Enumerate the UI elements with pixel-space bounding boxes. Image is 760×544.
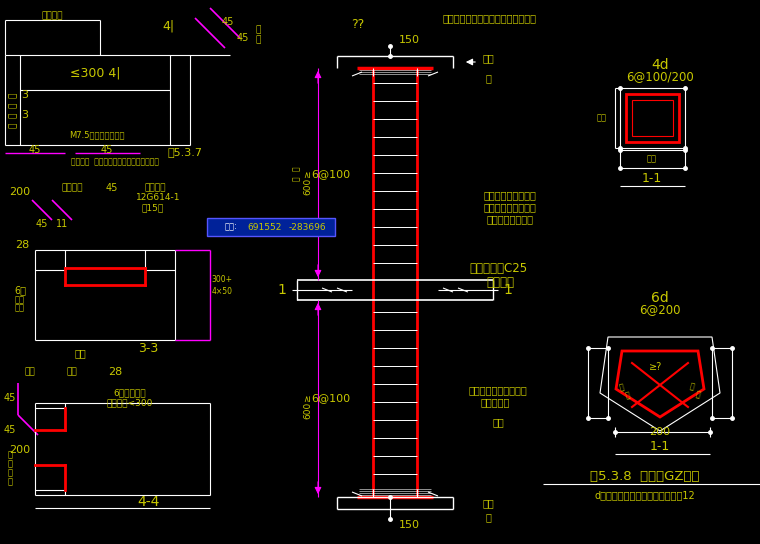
Text: 线: 线 [8, 450, 12, 460]
Text: 槽深: 槽深 [24, 368, 36, 376]
Text: 4|: 4| [162, 20, 174, 33]
Text: ≥?: ≥? [649, 362, 663, 372]
Text: 度: 度 [8, 478, 12, 486]
Bar [620, 150, 685, 168]
Text: 4×50: 4×50 [211, 287, 233, 296]
Text: 600: 600 [303, 177, 312, 195]
Text: 梁面: 梁面 [482, 498, 494, 508]
Text: 马牙槎见: 马牙槎见 [144, 183, 166, 193]
Text: 一根: 一根 [15, 304, 25, 312]
Text: 附15页: 附15页 [142, 203, 164, 213]
Text: 691552: 691552 [248, 222, 282, 232]
Text: 墙厚: 墙厚 [647, 154, 657, 164]
Text: 流: 流 [689, 382, 695, 392]
Text: -283696: -283696 [288, 222, 326, 232]
Text: 28: 28 [15, 240, 29, 250]
Text: 孔眼用岩棉板填实: 孔眼用岩棉板填实 [486, 214, 534, 224]
Text: 梁: 梁 [485, 512, 491, 522]
Text: ??: ?? [351, 18, 365, 32]
Text: 6@100: 6@100 [312, 169, 350, 179]
Text: 图5.3.7: 图5.3.7 [167, 147, 202, 157]
Text: 插: 插 [292, 166, 300, 171]
Text: 6@100/200: 6@100/200 [626, 71, 694, 83]
Text: 1: 1 [277, 283, 287, 297]
Text: 600: 600 [303, 401, 312, 419]
Text: d详有关结构详图，未注明时均为12: d详有关结构详图，未注明时均为12 [594, 490, 695, 500]
Text: 200: 200 [650, 427, 670, 437]
Text: 筋: 筋 [695, 390, 701, 400]
Bar [207, 218, 335, 236]
Text: 砖墙: 砖墙 [15, 295, 25, 305]
Text: 梁面: 梁面 [492, 417, 504, 427]
Text: 造柱时，留设孔眼，: 造柱时，留设孔眼， [483, 202, 537, 212]
Text: 向: 向 [8, 102, 17, 108]
Text: 槽: 槽 [8, 460, 12, 468]
Text: 梁面: 梁面 [482, 53, 494, 63]
Text: 当为非承重墙体的构: 当为非承重墙体的构 [483, 190, 537, 200]
Text: ≥: ≥ [303, 394, 312, 402]
Text: 构造柱纵筋: 构造柱纵筋 [480, 397, 510, 407]
Text: 6@100: 6@100 [312, 393, 350, 403]
Text: 1: 1 [504, 283, 512, 297]
Text: 筋: 筋 [255, 35, 261, 45]
Text: 4-4: 4-4 [137, 495, 159, 509]
Text: 45: 45 [222, 17, 234, 27]
Text: 45: 45 [29, 145, 41, 155]
Text: 6每砖墙一根: 6每砖墙一根 [114, 388, 147, 398]
Bar [620, 88, 685, 148]
Text: 45: 45 [4, 425, 16, 435]
Text: M7.5水泥砂浆坐底宽: M7.5水泥砂浆坐底宽 [69, 131, 125, 139]
Text: 梁: 梁 [485, 73, 491, 83]
Text: 水平筋线: 水平筋线 [41, 11, 63, 21]
Text: 6d: 6d [651, 291, 669, 305]
Bar [626, 94, 679, 142]
Bar [632, 100, 673, 136]
Text: 开槽长度<300: 开槽长度<300 [107, 399, 154, 407]
Text: 12G614-1: 12G614-1 [136, 194, 180, 202]
Text: 6@200: 6@200 [639, 304, 681, 317]
Text: 线槽宽度: 线槽宽度 [62, 183, 83, 193]
Text: 45: 45 [106, 183, 119, 193]
Text: 200: 200 [9, 445, 30, 455]
Text: 45: 45 [36, 219, 48, 229]
Text: 线槽宽度  开槽后混凝应不大于墙厚的一半: 线槽宽度 开槽后混凝应不大于墙厚的一半 [71, 158, 159, 166]
Text: 3-3: 3-3 [138, 342, 158, 355]
Text: 筋: 筋 [8, 112, 17, 118]
Text: 11: 11 [56, 219, 68, 229]
Text: 150: 150 [398, 35, 420, 45]
Text: 墙厚: 墙厚 [597, 114, 607, 122]
Text: 1-1: 1-1 [650, 441, 670, 454]
Text: 4d: 4d [651, 58, 669, 72]
Text: 300+: 300+ [211, 275, 233, 285]
Text: （后浇）: （后浇） [486, 275, 514, 288]
Text: 3: 3 [21, 110, 29, 120]
Text: 筋: 筋 [625, 390, 632, 400]
Text: 混凝土采用C25: 混凝土采用C25 [469, 262, 527, 275]
Text: 流: 流 [619, 382, 625, 392]
Text: 45: 45 [4, 393, 16, 403]
Text: 3: 3 [21, 90, 29, 100]
Text: 28: 28 [108, 367, 122, 377]
Text: 200: 200 [9, 187, 30, 197]
Text: 命令:: 命令: [225, 222, 238, 232]
Text: 预留插筋、根数、直径同构造柱纵筋: 预留插筋、根数、直径同构造柱纵筋 [443, 13, 537, 23]
Text: 45: 45 [237, 33, 249, 43]
Text: 筋: 筋 [292, 177, 300, 181]
Text: ≤300 4|: ≤300 4| [70, 66, 120, 79]
Text: 150: 150 [398, 520, 420, 530]
Text: 墙厚: 墙厚 [74, 348, 86, 358]
Text: 宽: 宽 [8, 468, 12, 478]
Text: ≥: ≥ [303, 170, 312, 178]
Text: 45: 45 [101, 145, 113, 155]
Text: 竖: 竖 [255, 26, 261, 34]
Text: 线: 线 [8, 122, 17, 128]
Text: 竖: 竖 [8, 92, 17, 98]
Text: 6每: 6每 [14, 285, 26, 295]
Text: 槽深: 槽深 [67, 368, 78, 376]
Text: 图5.3.8  构造柱GZ做法: 图5.3.8 构造柱GZ做法 [591, 469, 700, 483]
Text: 1-1: 1-1 [642, 171, 662, 184]
Text: 预留插筋直径与根数同: 预留插筋直径与根数同 [469, 385, 527, 395]
